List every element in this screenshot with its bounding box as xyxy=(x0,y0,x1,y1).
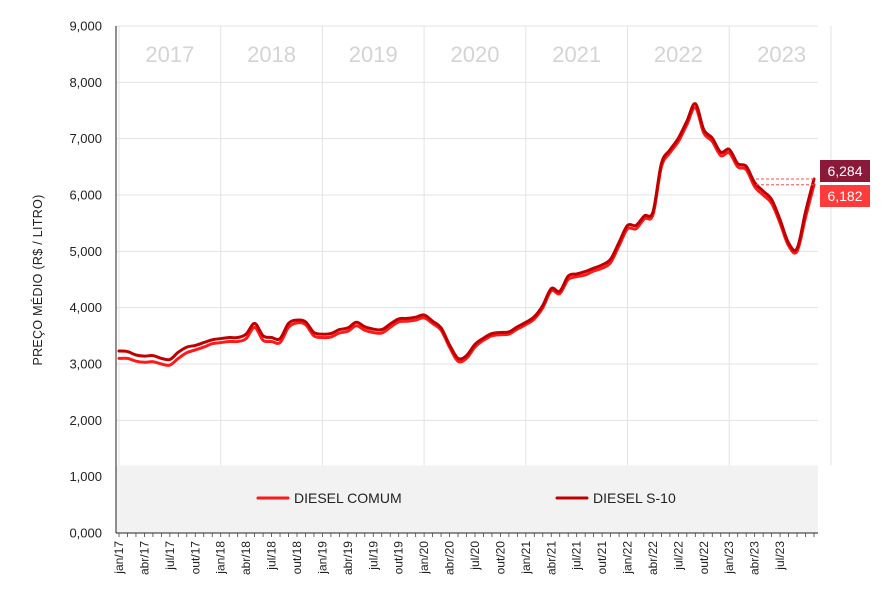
legend-label: DIESEL COMUM xyxy=(294,490,402,506)
year-label: 2019 xyxy=(349,42,398,67)
x-tick-label: jul/18 xyxy=(265,541,279,571)
y-tick-label: 5,000 xyxy=(69,244,102,259)
series-lines xyxy=(117,102,816,367)
x-tick-label: out/17 xyxy=(188,541,202,575)
x-tick-label: jul/21 xyxy=(570,541,584,571)
x-tick-label: jul/22 xyxy=(671,541,685,571)
y-tick-label: 3,000 xyxy=(69,357,102,372)
year-label: 2018 xyxy=(247,42,296,67)
x-tick-label: abr/21 xyxy=(544,541,558,575)
y-tick-label: 2,000 xyxy=(69,413,102,428)
series-line-diesel-s10 xyxy=(117,102,816,362)
x-tick-label: jan/21 xyxy=(519,541,533,575)
x-tick-label: jul/20 xyxy=(468,541,482,571)
x-tick-label: out/18 xyxy=(290,541,304,575)
x-tick-label: jul/19 xyxy=(366,541,380,571)
axes: 0,000 1,000 2,000 3,000 4,000 5,000 6,000 7,000… xyxy=(69,19,818,575)
year-label: 2022 xyxy=(654,42,703,67)
x-tick-label: jul/17 xyxy=(163,541,177,571)
year-label: 2021 xyxy=(552,42,601,67)
x-tick-label: jan/22 xyxy=(621,541,635,575)
x-tick-label: abr/23 xyxy=(748,541,762,575)
end-label-value: 6,182 xyxy=(827,188,862,204)
y-tick-label: 1,000 xyxy=(69,469,102,484)
x-tick-label: jan/18 xyxy=(214,541,228,575)
series-line-diesel-comum xyxy=(117,106,816,367)
x-tick-label: jan/23 xyxy=(722,541,736,575)
y-tick-label: 8,000 xyxy=(69,75,102,90)
legend-label: DIESEL S-10 xyxy=(593,490,676,506)
year-label: 2020 xyxy=(450,42,499,67)
x-tick-label: out/21 xyxy=(595,541,609,575)
year-label: 2017 xyxy=(145,42,194,67)
y-tick-label: 6,000 xyxy=(69,188,102,203)
year-labels: 2017 2018 2019 2020 2021 2022 2023 xyxy=(145,42,806,67)
x-tick-label: out/22 xyxy=(697,541,711,575)
x-tick-label: abr/18 xyxy=(239,541,253,575)
legend-background-layer xyxy=(116,465,818,533)
y-tick-label: 7,000 xyxy=(69,131,102,146)
end-value-labels: 6,284 6,182 xyxy=(756,160,870,207)
y-tick-label: 0,000 xyxy=(69,526,102,541)
y-axis-label: PREÇO MÉDIO (R$ / LITRO) xyxy=(30,194,45,365)
x-tick-label: jan/17 xyxy=(112,541,126,575)
x-tick-label: abr/20 xyxy=(443,541,457,575)
gridlines xyxy=(116,25,832,466)
y-tick-label: 9,000 xyxy=(69,19,102,34)
x-tick-label: abr/17 xyxy=(137,541,151,575)
x-tick-label: jan/19 xyxy=(315,541,329,575)
y-tick-label: 4,000 xyxy=(69,300,102,315)
x-tick-label: jan/20 xyxy=(417,541,431,575)
end-label-value: 6,284 xyxy=(827,163,862,179)
legend: DIESEL COMUM DIESEL S-10 xyxy=(256,490,676,506)
x-tick-label: abr/19 xyxy=(341,541,355,575)
x-tick-label: jul/23 xyxy=(773,541,787,571)
x-tick-label: abr/22 xyxy=(646,541,660,575)
x-tick-label: out/20 xyxy=(493,541,507,575)
end-label-box xyxy=(820,160,870,182)
legend-band xyxy=(116,465,818,533)
year-label: 2023 xyxy=(757,42,806,67)
x-tick-label: out/19 xyxy=(392,541,406,575)
end-label-box xyxy=(820,185,870,207)
